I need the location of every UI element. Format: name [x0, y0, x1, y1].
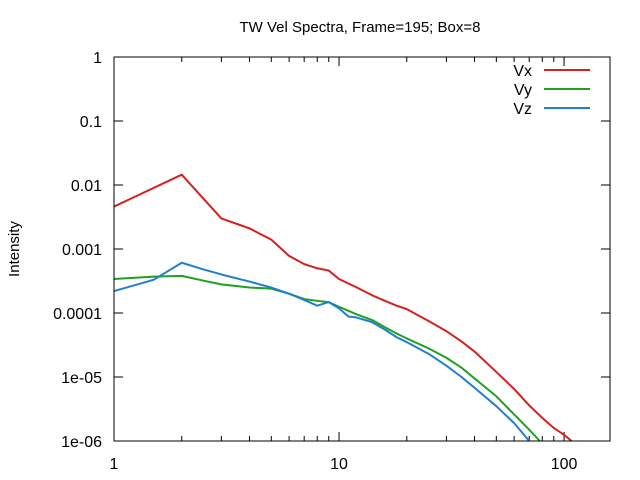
legend-label-vy: Vy [514, 82, 532, 99]
legend: Vx Vy Vz [513, 63, 590, 118]
y-tick-label: 1e-05 [61, 370, 102, 387]
series-lines [113, 173, 573, 442]
y-tick-label: 1e-06 [61, 434, 102, 451]
x-tick-label: 10 [330, 456, 348, 473]
chart-title: TW Vel Spectra, Frame=195; Box=8 [240, 19, 481, 36]
legend-label-vz: Vz [513, 101, 532, 118]
series-line-vy [113, 274, 541, 442]
y-tick-label: 0.0001 [53, 306, 102, 323]
legend-label-vx: Vx [513, 63, 532, 80]
plot-frame [113, 56, 611, 442]
y-tick-label: 0.001 [62, 242, 102, 259]
series-line-vx [113, 173, 573, 442]
y-axis-label: Intensity [6, 221, 23, 277]
y-tick-label: 0.1 [80, 114, 102, 131]
y-tick-label: 0.01 [71, 178, 102, 195]
axis-ticks: 1 10 100 1 0.1 0.01 0.001 0.0001 1e-05 1e-06 [53, 50, 610, 473]
series-line-vz [113, 261, 530, 442]
x-tick-label: 100 [551, 456, 578, 473]
y-tick-label: 1 [93, 50, 102, 67]
x-tick-label: 1 [110, 456, 119, 473]
